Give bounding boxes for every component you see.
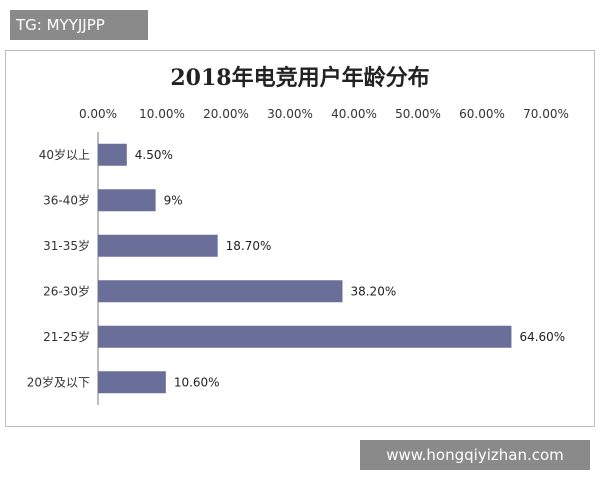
data-label: 38.20% — [350, 284, 396, 298]
watermark: www.hongqiyizhan.com — [360, 440, 590, 470]
bar — [98, 325, 512, 348]
x-tick-label: 20.00% — [203, 107, 249, 121]
data-label: 64.60% — [519, 330, 565, 344]
x-tick-label: 40.00% — [331, 107, 377, 121]
category-label: 31-35岁 — [43, 238, 90, 253]
data-label: 9% — [164, 193, 183, 207]
bar — [98, 280, 343, 303]
bar — [98, 189, 156, 212]
tag-label: TG: MYYJJPP — [10, 10, 148, 40]
chart-title: 2018年电竞用户年龄分布 — [170, 65, 430, 91]
data-label: 10.60% — [174, 375, 220, 389]
x-tick-label: 30.00% — [267, 107, 313, 121]
x-tick-label: 10.00% — [139, 107, 185, 121]
x-tick-label: 0.00% — [79, 107, 117, 121]
x-tick-label: 50.00% — [395, 107, 441, 121]
category-label: 26-30岁 — [43, 283, 90, 298]
bar — [98, 143, 127, 166]
data-label: 18.70% — [226, 239, 272, 253]
category-label: 40岁以上 — [39, 147, 90, 162]
category-label: 20岁及以下 — [27, 374, 90, 389]
bar — [98, 371, 166, 394]
category-label: 21-25岁 — [43, 329, 90, 344]
x-tick-label: 60.00% — [459, 107, 505, 121]
data-label: 4.50% — [135, 148, 173, 162]
category-label: 36-40岁 — [43, 192, 90, 207]
bar — [98, 234, 218, 257]
x-tick-label: 70.00% — [523, 107, 569, 121]
